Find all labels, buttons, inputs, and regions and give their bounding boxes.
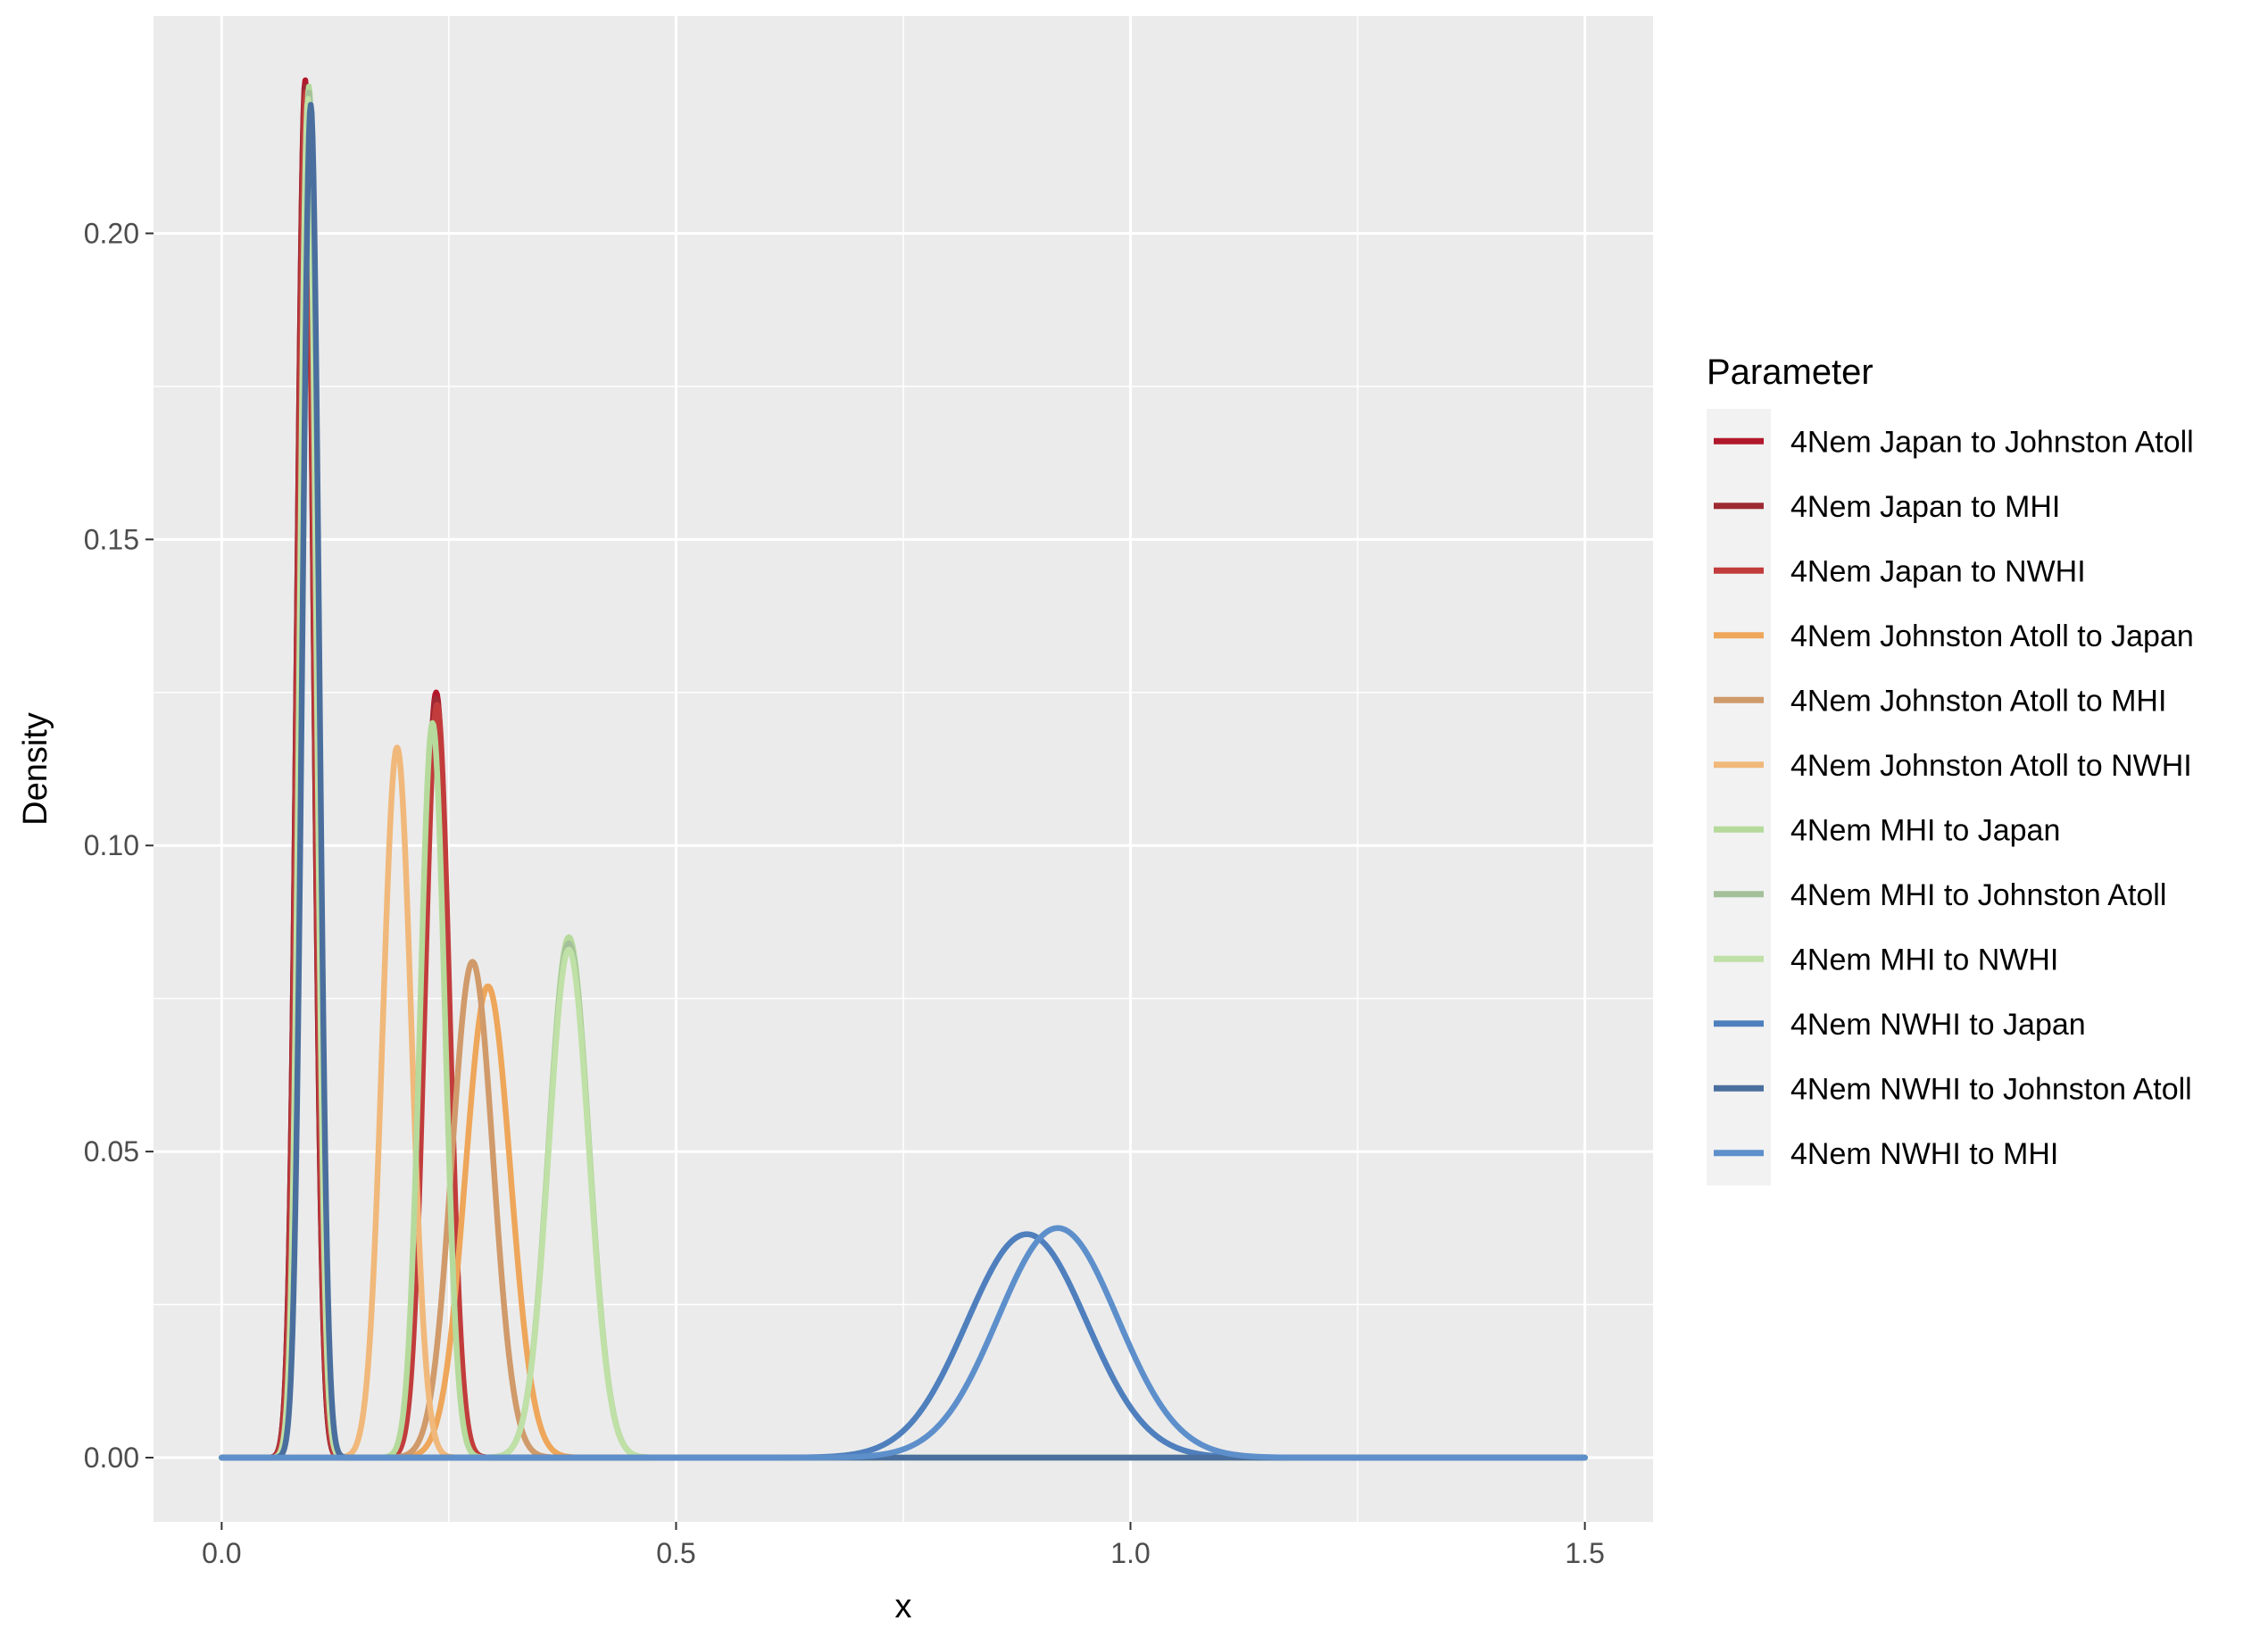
- legend-label-8: 4Nem MHI to Johnston Atoll: [1790, 878, 2166, 912]
- legend-label-9: 4Nem MHI to NWHI: [1790, 943, 2058, 977]
- y-tick-label: 0.10: [84, 829, 139, 861]
- legend-label-6: 4Nem Johnston Atoll to NWHI: [1790, 749, 2192, 783]
- legend-label-12: 4Nem NWHI to MHI: [1790, 1137, 2058, 1171]
- grid-major: [154, 16, 1653, 1522]
- grid-minor: [154, 16, 1653, 1522]
- x-tick-label: 0.5: [656, 1537, 695, 1569]
- legend-label-10: 4Nem NWHI to Japan: [1790, 1008, 2086, 1042]
- y-tick-label: 0.00: [84, 1442, 139, 1474]
- legend-label-1: 4Nem Japan to Johnston Atoll: [1790, 425, 2194, 459]
- legend-label-2: 4Nem Japan to MHI: [1790, 490, 2060, 524]
- x-tick-label: 1.5: [1565, 1537, 1604, 1569]
- series-line-12: [219, 1225, 1588, 1461]
- legend-label-5: 4Nem Johnston Atoll to MHI: [1790, 684, 2166, 718]
- y-axis: 0.00 0.05 0.10 0.15 0.20: [84, 217, 154, 1474]
- legend-label-3: 4Nem Japan to NWHI: [1790, 554, 2086, 588]
- x-axis: 0.0 0.5 1.0 1.5: [202, 1522, 1605, 1569]
- y-tick-label: 0.15: [84, 523, 139, 555]
- legend-label-4: 4Nem Johnston Atoll to Japan: [1790, 619, 2194, 653]
- x-tick-label: 0.0: [202, 1537, 241, 1569]
- legend-items: 4Nem Japan to Johnston Atoll 4Nem Japan t…: [1714, 425, 2194, 1171]
- y-axis-title: Density: [17, 712, 54, 826]
- legend-label-11: 4Nem NWHI to Johnston Atoll: [1790, 1072, 2192, 1106]
- y-tick-label: 0.20: [84, 217, 139, 249]
- legend-label-7: 4Nem MHI to Japan: [1790, 813, 2060, 847]
- x-axis-title: x: [895, 1588, 912, 1625]
- series-lines: [219, 77, 1588, 1461]
- x-tick-label: 1.0: [1110, 1537, 1150, 1569]
- legend-key-background: [1707, 409, 1771, 1185]
- legend: Parameter 4Nem Japan to Johnston Atoll4N…: [1707, 353, 2194, 1185]
- legend-title: Parameter: [1707, 353, 1873, 392]
- y-tick-label: 0.05: [84, 1135, 139, 1168]
